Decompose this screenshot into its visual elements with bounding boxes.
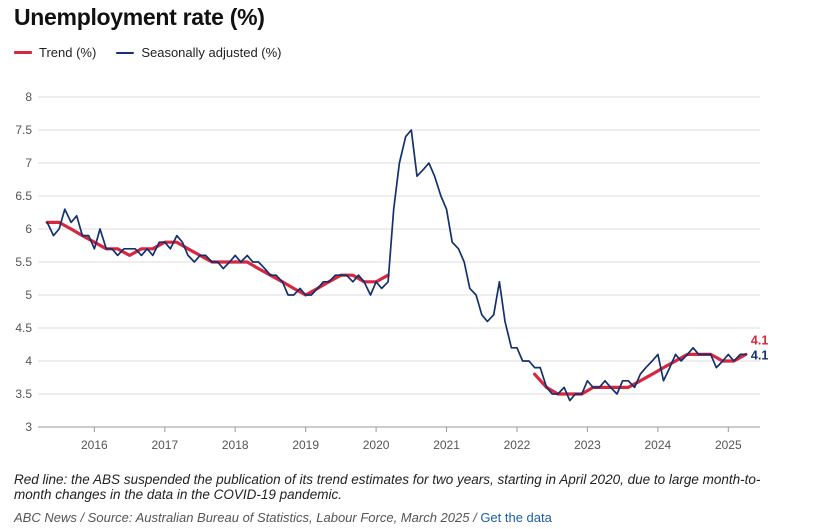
y-tick-label: 4 xyxy=(25,354,32,368)
y-tick-label: 7.5 xyxy=(15,123,32,137)
y-tick-label: 6.5 xyxy=(15,189,32,203)
y-tick-label: 5.5 xyxy=(15,255,32,269)
y-tick-label: 7 xyxy=(25,156,32,170)
y-tick-label: 3.5 xyxy=(15,387,32,401)
x-tick-label: 2024 xyxy=(645,438,672,452)
legend-label-trend: Trend (%) xyxy=(39,45,97,60)
legend-item-trend: Trend (%) xyxy=(14,45,96,60)
get-data-link[interactable]: Get the data xyxy=(480,510,552,525)
chart-footnote: Red line: the ABS suspended the publicat… xyxy=(14,472,761,502)
x-tick-label: 2023 xyxy=(574,438,601,452)
x-tick-label: 2021 xyxy=(433,438,460,452)
line-chart: 3 3.5 4 4.5 5 5.5 6 6.5 7 7.5 8 2016 2017 2018 2019 202… xyxy=(15,90,768,452)
x-tick-label: 2017 xyxy=(151,438,178,452)
x-tick-label: 2016 xyxy=(81,438,108,452)
x-tick-label: 2025 xyxy=(715,438,742,452)
series-line-seasonal xyxy=(46,129,747,402)
source-text: ABC News / Source: Australian Bureau of … xyxy=(14,510,477,525)
x-tick-label: 2019 xyxy=(292,438,319,452)
end-label-seasonal: 4.1 xyxy=(751,348,768,362)
y-tick-label: 8 xyxy=(25,90,32,104)
legend-swatch-seasonal xyxy=(116,51,135,54)
legend-item-seasonal: Seasonally adjusted (%) xyxy=(116,45,282,60)
legend: Trend (%) Seasonally adjusted (%) xyxy=(14,45,302,60)
chart-title: Unemployment rate (%) xyxy=(14,4,265,30)
x-tick-label: 2020 xyxy=(363,438,390,452)
legend-label-seasonal: Seasonally adjusted (%) xyxy=(141,45,282,60)
x-tick-label: 2018 xyxy=(222,438,249,452)
y-tick-label: 5 xyxy=(25,288,32,302)
end-label-trend: 4.1 xyxy=(751,333,768,347)
y-tick-label: 6 xyxy=(25,222,32,236)
legend-swatch-trend xyxy=(14,51,32,54)
y-tick-label: 4.5 xyxy=(15,321,32,335)
x-tick-label: 2022 xyxy=(504,438,531,452)
source-line: ABC News / Source: Australian Bureau of … xyxy=(14,510,552,525)
y-tick-label: 3 xyxy=(25,420,32,434)
